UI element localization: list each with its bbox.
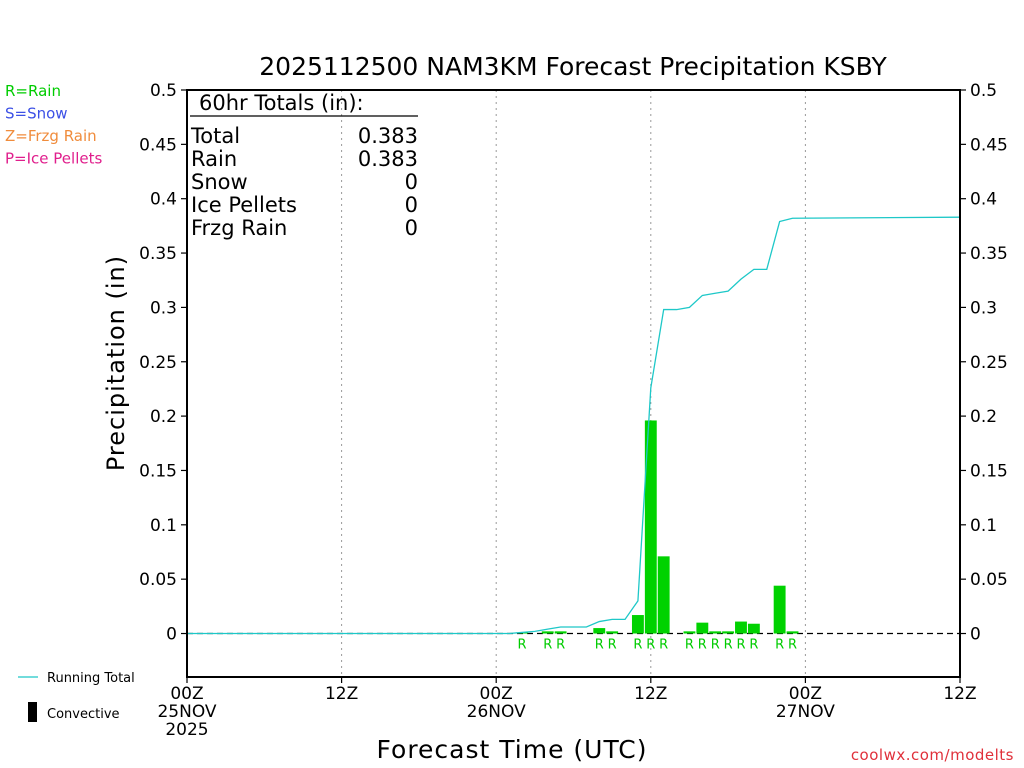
legend-entry: P=Ice Pellets — [5, 150, 102, 168]
precip-bar — [541, 631, 554, 634]
totals-row-label: Total — [190, 124, 240, 148]
y-tick-label-right: 0.15 — [970, 461, 1008, 481]
totals-rows: Total 0.383 Rain 0.383 Snow 0 Ice Pellets 0 Frzg… — [190, 124, 418, 240]
y-axis-label: Precipitation (in) — [102, 255, 130, 471]
y-tick-label: 0.45 — [139, 135, 177, 155]
grid-lines — [341, 90, 806, 677]
y-tick-label: 0.15 — [139, 461, 177, 481]
totals-row-value: 0.383 — [358, 124, 418, 148]
precip-type-label: R — [749, 638, 758, 653]
precip-type-label: R — [608, 638, 617, 653]
y-tick-label: 0.05 — [139, 570, 177, 590]
precip-type-label: R — [595, 638, 604, 653]
totals-row-label: Ice Pellets — [191, 193, 297, 217]
precip-bar — [606, 631, 619, 634]
y-tick-label: 0.35 — [139, 244, 177, 264]
precip-type-label: R — [775, 638, 784, 653]
plot-frame — [186, 89, 961, 678]
x-tick-label: 2025 — [165, 720, 208, 740]
y-tick-label: 0.4 — [150, 190, 177, 210]
totals-row-value: 0 — [405, 170, 418, 194]
convective-key: Convective — [47, 707, 120, 722]
running-total-line — [187, 216, 961, 635]
y-tick-label-right: 0.4 — [970, 190, 997, 210]
y-tick-label-right: 0.05 — [970, 570, 1008, 590]
precip-bar — [722, 631, 735, 634]
line-key: Running Total Convective — [18, 671, 135, 722]
precip-type-label: R — [698, 638, 707, 653]
y-tick-label-right: 0.35 — [970, 244, 1008, 264]
totals-box: 60hr Totals (in): Total 0.383 Rain 0.383 Sno… — [190, 91, 418, 240]
chart-title: 2025112500 NAM3KM Forecast Precipitation… — [259, 52, 887, 81]
precip-bar — [683, 631, 696, 634]
y-tick-label-right: 0.1 — [970, 516, 997, 536]
precip-type-label: R — [788, 638, 797, 653]
precip-bar — [631, 615, 644, 634]
y-tick-label-right: 0.5 — [970, 81, 997, 101]
y-tick-label: 0.2 — [150, 407, 177, 427]
totals-row-value: 0.383 — [358, 147, 418, 171]
precip-bar — [786, 631, 799, 634]
y-tick-label: 0.5 — [150, 81, 177, 101]
y-tick-label: 0.3 — [150, 298, 177, 318]
x-tick-label: 12Z — [634, 684, 667, 704]
precip-type-label: R — [633, 638, 642, 653]
convective-swatch — [28, 702, 37, 722]
x-tick-label: 12Z — [325, 684, 358, 704]
precip-bar — [644, 420, 657, 634]
legend-entry: S=Snow — [5, 105, 68, 123]
y-axis-left: 0.5 0.45 0.4 0.35 0.3 0.25 0.2 0.15 0.1 0.05 0 — [139, 81, 187, 645]
precip-bar — [696, 622, 709, 634]
y-tick-label-right: 0.2 — [970, 407, 997, 427]
totals-row-value: 0 — [405, 216, 418, 240]
y-tick-label-right: 0 — [970, 625, 981, 645]
x-tick-label: 00Z — [789, 684, 822, 704]
totals-row-label: Rain — [191, 147, 237, 171]
x-tick-label: 00Z — [480, 684, 513, 704]
x-axis-label: Forecast Time (UTC) — [377, 735, 648, 764]
precip-bar — [593, 628, 606, 634]
precip-type-label: R — [736, 638, 745, 653]
y-tick-label-right: 0.3 — [970, 298, 997, 318]
x-tick-label: 25NOV — [157, 702, 216, 722]
x-tick-label: 27NOV — [776, 702, 835, 722]
precip-type-label: R — [685, 638, 694, 653]
legend-entry: Z=Frzg Rain — [5, 127, 97, 145]
precip-type-label: R — [711, 638, 720, 653]
running-total-key: Running Total — [47, 671, 135, 686]
y-tick-label: 0.1 — [150, 516, 177, 536]
legend-entry: R=Rain — [5, 82, 61, 100]
precip-bar — [747, 623, 760, 634]
y-tick-label-right: 0.45 — [970, 135, 1008, 155]
totals-row-label: Snow — [191, 170, 248, 194]
totals-row-value: 0 — [405, 193, 418, 217]
credit-text: coolwx.com/modelts — [851, 746, 1014, 764]
precip-type-label: R — [556, 638, 565, 653]
precip-bar — [773, 585, 786, 634]
precip-type-label: R — [659, 638, 668, 653]
precip-bar — [554, 631, 567, 634]
precip-bar — [657, 556, 670, 634]
precip-type-label: R — [724, 638, 733, 653]
y-axis-right: 0.5 0.45 0.4 0.35 0.3 0.25 0.2 0.15 0.1 0.05 0 — [960, 81, 1008, 645]
x-tick-label: 00Z — [170, 684, 203, 704]
bar-series — [516, 420, 799, 634]
y-tick-label-right: 0.25 — [970, 353, 1008, 373]
precip-bar — [709, 631, 722, 634]
x-tick-label: 12Z — [943, 684, 976, 704]
y-tick-label: 0.25 — [139, 353, 177, 373]
totals-heading: 60hr Totals (in): — [199, 91, 364, 115]
precip-type-label: R — [646, 638, 655, 653]
precip-bar — [735, 621, 747, 634]
precip-type-legend: R=Rain S=Snow Z=Frzg Rain P=Ice Pellets — [5, 82, 102, 168]
precip-type-label: R — [543, 638, 552, 653]
y-tick-label: 0 — [166, 625, 177, 645]
x-tick-label: 26NOV — [467, 702, 526, 722]
precip-type-label: R — [517, 638, 526, 653]
totals-row-label: Frzg Rain — [191, 216, 287, 240]
